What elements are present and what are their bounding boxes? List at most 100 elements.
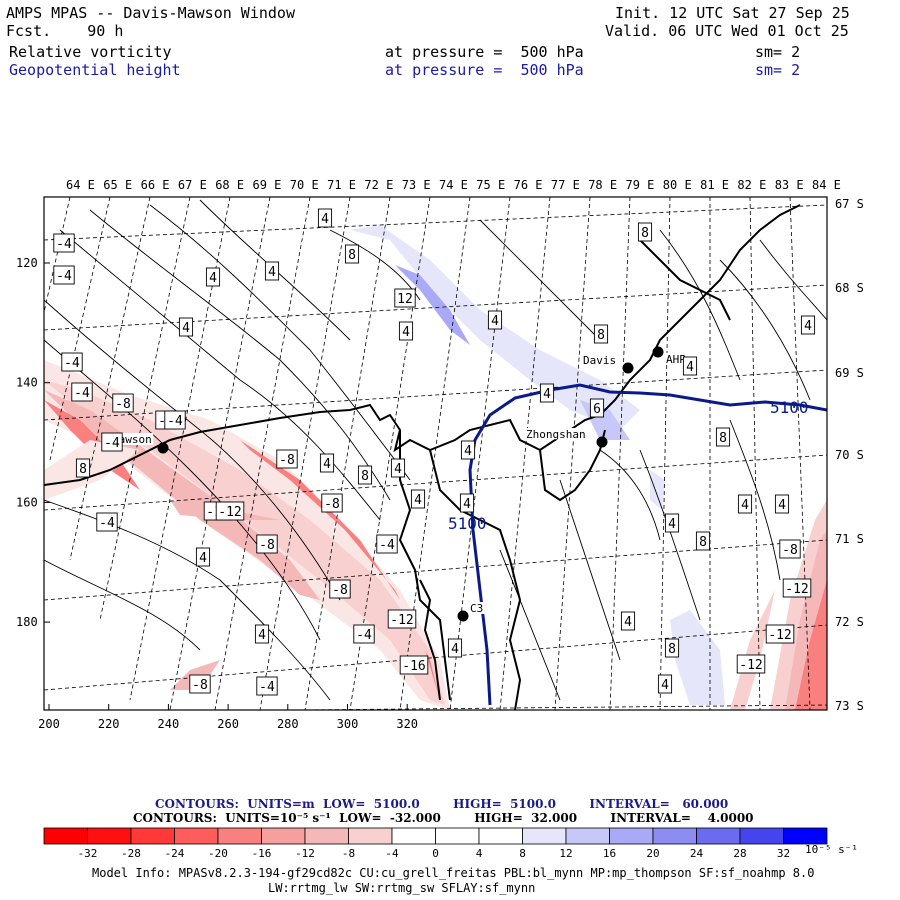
y-tick-label: 180	[16, 615, 38, 629]
vorticity-label-box	[329, 579, 351, 599]
vorticity-label-box	[254, 624, 270, 644]
vorticity-contour-label: -8	[332, 583, 348, 598]
y-tick-label: 160	[16, 495, 38, 509]
vorticity-contour-label: -8	[192, 678, 208, 693]
colorbar-tick-label: -20	[208, 847, 228, 860]
vorticity-label-box	[256, 676, 278, 696]
vorticity-contour-label: 4	[268, 265, 276, 280]
x-tick-label: 200	[38, 717, 60, 731]
lat-label: 67 S	[835, 197, 864, 211]
field1-name: Relative vorticity	[9, 43, 172, 61]
vorticity-contour-label: -4	[74, 386, 90, 401]
vorticity-contour-label: -4	[56, 237, 72, 252]
vorticity-label-box	[737, 494, 753, 514]
x-tick-label: 320	[396, 717, 418, 731]
vorticity-label-box	[394, 288, 416, 308]
vorticity-label-box	[593, 324, 609, 344]
colorbar-swatch	[696, 827, 741, 845]
vorticity-contour-label: 8	[668, 642, 676, 657]
y-tick-label: 140	[16, 376, 38, 390]
vorticity-contour-label: 4	[414, 493, 422, 508]
vorticity-label-box	[539, 383, 555, 403]
vorticity-label-box	[664, 513, 680, 533]
colorbar-tick-label: -32	[77, 847, 98, 860]
vorticity-label-box	[164, 410, 186, 430]
station-label: Zhongshan	[526, 428, 586, 441]
vorticity-contour-label: -4	[64, 356, 80, 371]
colorbar-swatch	[522, 827, 567, 845]
vorticity-label-box	[189, 674, 211, 694]
colorbar	[43, 827, 828, 845]
station-marker	[157, 442, 169, 454]
vorticity-contour-label: 6	[593, 402, 601, 417]
vorticity-contour-label: -4	[99, 516, 115, 531]
colorbar-tick-label: 24	[689, 847, 704, 860]
vorticity-label-box	[357, 465, 373, 485]
field2-level: at pressure = 500 hPa	[385, 61, 584, 79]
vorticity-contour-label: 12	[397, 292, 413, 307]
lon-label: 70 E	[290, 178, 319, 192]
vorticity-label-box	[195, 547, 211, 567]
vorticity-label-box	[53, 265, 75, 285]
vorticity-label-box	[215, 501, 245, 521]
map-title: AMPS MPAS -- Davis-Mawson Window	[6, 4, 295, 22]
vorticity-contour-label: 8	[361, 469, 369, 484]
x-tick-label: 300	[337, 717, 359, 731]
vorticity-label-box	[96, 512, 118, 532]
vorticity-contour-label: 4	[209, 271, 217, 286]
vorticity-label-box	[376, 534, 398, 554]
forecast-hour: Fcst. 90 h	[6, 22, 124, 40]
vorticity-contour-label: -8	[782, 543, 798, 558]
station-label: C3	[470, 602, 483, 615]
vorticity-label-box	[487, 310, 503, 330]
vorticity-label-box	[715, 427, 731, 447]
colorbar-swatch	[391, 827, 436, 845]
x-tick-label: 280	[277, 717, 299, 731]
station-marker	[457, 610, 469, 622]
height-labels-layer: 5100 5100	[448, 398, 809, 533]
station-label-bg	[665, 353, 688, 365]
lon-label: 80 E	[663, 178, 692, 192]
vorticity-contour-label: 4	[668, 517, 676, 532]
vorticity-label-box	[353, 624, 375, 644]
axis-ticks	[44, 262, 408, 710]
vorticity-contour-label: 4	[323, 457, 331, 472]
colorbar-tick-label: 32	[776, 847, 791, 860]
lon-label: 84 E	[812, 178, 841, 192]
lat-labels-layer: 67 S 68 S 69 S 70 S 71 S 72 S 73 S	[835, 197, 864, 713]
lon-label: 81 E	[700, 178, 729, 192]
vorticity-contour-label: -4	[379, 538, 395, 553]
vorticity-contour-label: 4	[463, 497, 471, 512]
vorticity-contour-label: 4	[199, 551, 207, 566]
field2-smoothing: sm= 2	[755, 61, 801, 79]
lat-label: 71 S	[835, 532, 864, 546]
vorticity-label-box	[390, 458, 406, 478]
colorbar-unit: 10⁻⁵ s⁻¹	[805, 843, 858, 856]
vorticity-contour-label: -4	[104, 436, 120, 451]
vorticity-contour-label: 8	[699, 535, 707, 550]
lon-label: 74 E	[439, 178, 468, 192]
vorticity-contour-label: -4	[56, 269, 72, 284]
vorticity-contour-label: -4	[167, 414, 183, 429]
height-contour-label: 5100	[770, 398, 809, 417]
lat-label: 70 S	[835, 448, 864, 462]
colorbar-tick-label: 28	[733, 847, 747, 860]
station-marker	[622, 362, 634, 374]
map-frame	[43, 196, 828, 711]
vorticity-label-box	[782, 578, 812, 598]
y-tick-label: 120	[16, 256, 38, 270]
vorticity-contour-label: -8	[324, 497, 340, 512]
init-time: Init. 12 UTC Sat 27 Sep 25	[615, 4, 850, 22]
vorticity-contour-label: -8	[115, 397, 131, 412]
vorticity-label-box	[736, 654, 766, 674]
colorbar-swatch	[565, 827, 610, 845]
lon-label: 82 E	[737, 178, 766, 192]
vorticity-label-box	[620, 611, 636, 631]
lat-label: 73 S	[835, 699, 864, 713]
x-tick-labels-layer: 200 220 240 260 280 300 320	[38, 717, 418, 731]
colorbar-tick-label: -16	[251, 847, 272, 860]
colorbar-tick-label: -24	[164, 847, 185, 860]
vorticity-contour-label: 4	[451, 642, 459, 657]
colorbar-swatch	[435, 827, 480, 845]
